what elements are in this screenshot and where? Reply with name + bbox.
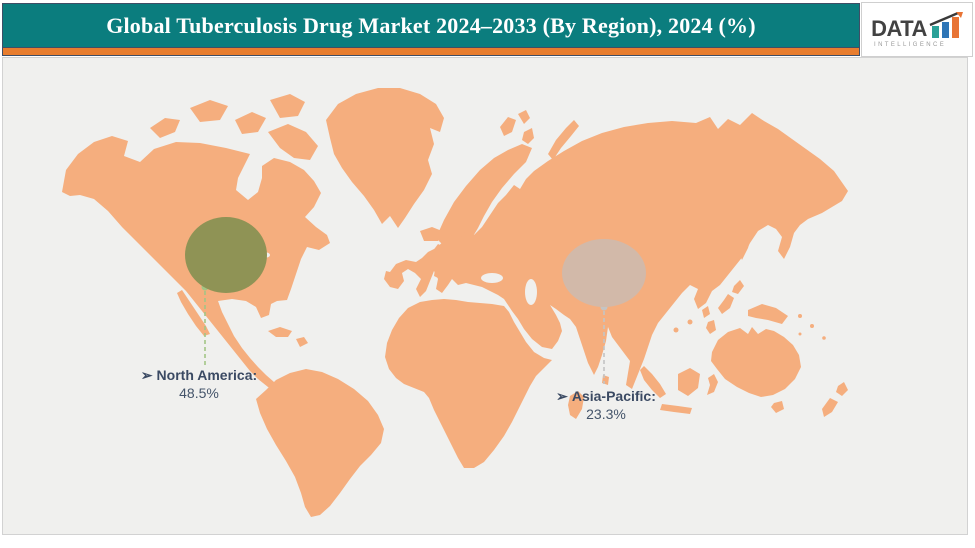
landmass-sulawesi [707,374,718,395]
logo-chart-icon [929,11,963,38]
landmass-novaya-zemlya [548,120,579,160]
landmass-hispaniola [296,337,308,347]
landmass-madagascar [568,391,584,419]
page-title: Global Tuberculosis Drug Market 2024–203… [106,13,756,38]
sea-black [481,273,503,283]
landmass-new-zealand [836,382,848,396]
label-asia-pacific-value: 23.3% [586,406,626,422]
header-banner: Global Tuberculosis Drug Market 2024–203… [2,3,860,56]
region-bubble-north-america[interactable] [185,217,267,293]
logo-box: DATA INTELLIGENCE [861,2,973,57]
landmass-baja [177,290,210,336]
landmass-svalbard [500,117,516,136]
logo-bar-blue [941,21,949,38]
label-asia-pacific: ➢ Asia-Pacific: 23.3% [496,387,716,423]
landmass-africa [385,299,552,468]
label-north-america-text: North America: [156,367,258,383]
landmass-svalbard [518,110,530,124]
label-north-america-value: 48.5% [179,385,219,401]
landmass-tasmania [771,401,784,413]
label-asia-pacific-text: Asia-Pacific: [571,388,656,404]
label-asia-pacific-title: ➢ Asia-Pacific: [496,387,716,405]
landmass-sumatra [640,366,666,398]
world-map-lakes [241,245,537,305]
logo-bar-orange [951,16,959,38]
landmass-arctic-island [190,100,228,122]
landmass-philippines [702,306,710,318]
landmass-japan [732,280,744,294]
landmass-svalbard [522,128,534,144]
landmass-taiwan [687,319,693,325]
landmass-scandinavia [436,144,532,246]
header-accent-stripe [3,47,859,55]
landmass-borneo [678,368,700,396]
landmass-cuba [268,327,292,337]
landmass-baffin [268,124,318,160]
landmass-south-america [256,369,384,517]
logo-bar-teal [931,25,939,38]
landmass-hainan [673,327,679,333]
landmass-java [660,404,692,414]
landmass-sri-lanka [602,375,609,385]
region-bubble-asia-pacific[interactable] [562,239,646,307]
logo-row: DATA [871,11,963,41]
landmass-arctic-island [270,94,305,118]
landmass-arctic-island [150,118,180,138]
landmass-pacific-island [810,324,814,328]
arrow-bullet-icon: ➢ [140,367,153,383]
logo-arrow [929,11,959,26]
logo-tagline: INTELLIGENCE [874,41,947,48]
landmass-pacific-island [822,336,826,340]
landmass-new-zealand [822,398,838,417]
landmass-greenland [326,88,444,228]
landmass-sakhalin [738,226,752,260]
landmass-arctic-island [235,112,266,134]
landmass-new-guinea [748,304,788,324]
landmass-pacific-island [798,314,802,318]
label-north-america: ➢ North America: 48.5% [89,366,309,402]
logo-brand-text: DATA [871,15,927,41]
label-north-america-title: ➢ North America: [89,366,309,384]
sea-caspian [525,279,537,305]
arrow-bullet-icon: ➢ [556,388,568,404]
world-map-land [62,88,848,517]
landmass-philippines [706,320,716,334]
logo-arrowhead-icon [955,11,963,18]
landmass-pacific-island [798,332,802,336]
landmass-japan [718,294,734,314]
landmass-australia [711,327,801,397]
